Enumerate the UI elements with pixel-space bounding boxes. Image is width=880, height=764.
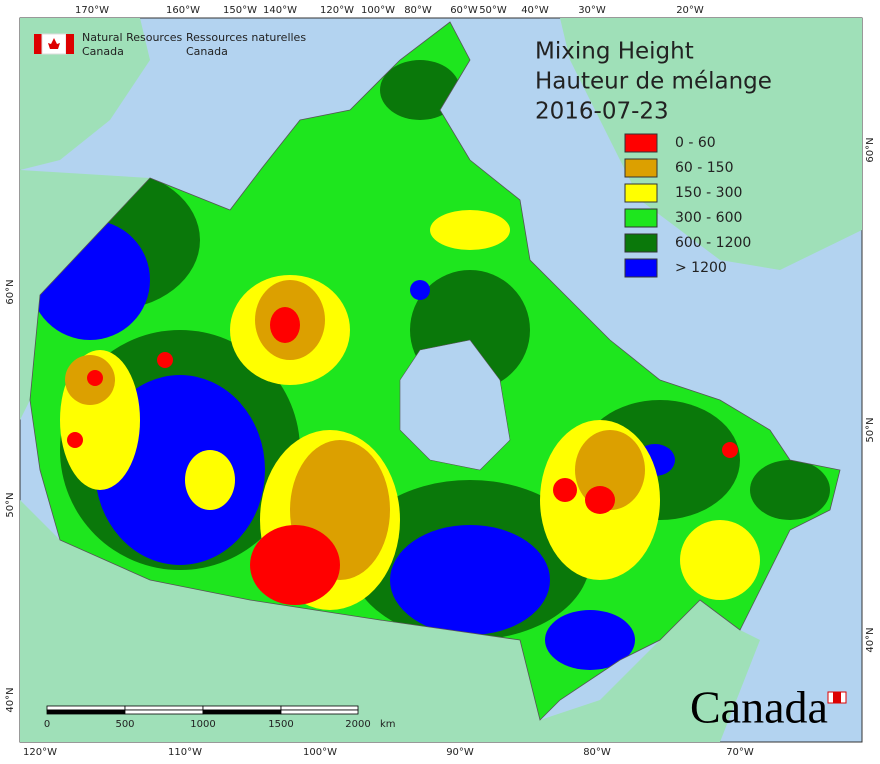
hudson-bay (399, 339, 511, 471)
legend-swatch (624, 133, 658, 153)
zone (87, 370, 103, 386)
title: Mixing Height (535, 39, 694, 65)
agency-fr: Canada (186, 45, 228, 58)
zone (430, 210, 510, 250)
latitude-label: 60°N (865, 137, 876, 162)
agency-en: Canada (82, 45, 124, 58)
scale-segment (124, 705, 204, 711)
legend-swatch (624, 233, 658, 253)
latitude-label: 60°N (5, 279, 16, 304)
legend-swatch (624, 183, 658, 203)
zone (157, 352, 173, 368)
zone (545, 610, 635, 670)
zone (750, 460, 830, 520)
longitude-label: 110°W (168, 747, 202, 758)
latitude-label: 50°N (865, 417, 876, 442)
alaska (20, 170, 150, 420)
scale-label: 1500 (268, 719, 293, 730)
zone (185, 450, 235, 510)
agency-en: Natural Resources (82, 31, 183, 44)
zone (410, 280, 430, 300)
longitude-label: 70°W (726, 747, 754, 758)
legend-swatch (624, 208, 658, 228)
longitude-label: 20°W (676, 5, 704, 16)
latitude-label: 40°N (865, 627, 876, 652)
flag-bar (66, 34, 74, 54)
longitude-label: 30°W (578, 5, 606, 16)
scale-label: 500 (115, 719, 134, 730)
longitude-label: 90°W (446, 747, 474, 758)
longitude-label: 120°W (23, 747, 57, 758)
scale-label: 2000 (345, 719, 370, 730)
longitude-label: 170°W (75, 5, 109, 16)
longitude-label: 120°W (320, 5, 354, 16)
longitude-label: 100°W (303, 747, 337, 758)
scale-segment (46, 705, 126, 711)
zone (380, 60, 460, 120)
scale-segment (280, 709, 359, 715)
longitude-label: 80°W (583, 747, 611, 758)
latitude-label: 40°N (5, 687, 16, 712)
wordmark: Canada (690, 682, 828, 733)
agency-fr: Ressources naturelles (186, 31, 306, 44)
longitude-label: 160°W (166, 5, 200, 16)
zone (553, 478, 577, 502)
longitude-label: 40°W (521, 5, 549, 16)
scale-unit: km (380, 719, 396, 730)
flag-leaf (48, 38, 60, 49)
scale-label: 1000 (190, 719, 215, 730)
legend-label: > 1200 (675, 260, 727, 276)
longitude-label: 80°W (404, 5, 432, 16)
wordmark-flag-leaf (833, 692, 841, 703)
legend-label: 600 - 1200 (675, 235, 751, 251)
zone (680, 520, 760, 600)
title: 2016-07-23 (535, 99, 669, 125)
united-states (20, 500, 760, 742)
flag-bar (34, 34, 42, 54)
longitude-label: 50°W (479, 5, 507, 16)
scale-segment (202, 709, 282, 715)
legend-swatch (624, 158, 658, 178)
legend-label: 150 - 300 (675, 185, 742, 201)
scale-segment (202, 705, 282, 711)
scale-label: 0 (44, 719, 50, 730)
legend-label: 300 - 600 (675, 210, 742, 226)
title: Hauteur de mélange (535, 69, 772, 95)
scale-segment (124, 709, 204, 715)
zone (722, 442, 738, 458)
zone (67, 432, 83, 448)
canada-outline (29, 21, 841, 721)
zone (585, 486, 615, 514)
siberia (20, 18, 150, 170)
zone (250, 525, 340, 605)
longitude-label: 100°W (361, 5, 395, 16)
latitude-label: 50°N (5, 492, 16, 517)
greenland (560, 18, 862, 270)
legend-label: 60 - 150 (675, 160, 734, 176)
zone (270, 307, 300, 343)
longitude-label: 60°W (450, 5, 478, 16)
legend-label: 0 - 60 (675, 135, 716, 151)
legend-swatch (624, 258, 658, 278)
scale-segment (280, 705, 359, 711)
zone (390, 525, 550, 635)
scale-segment (46, 709, 126, 715)
longitude-label: 140°W (263, 5, 297, 16)
longitude-label: 150°W (223, 5, 257, 16)
